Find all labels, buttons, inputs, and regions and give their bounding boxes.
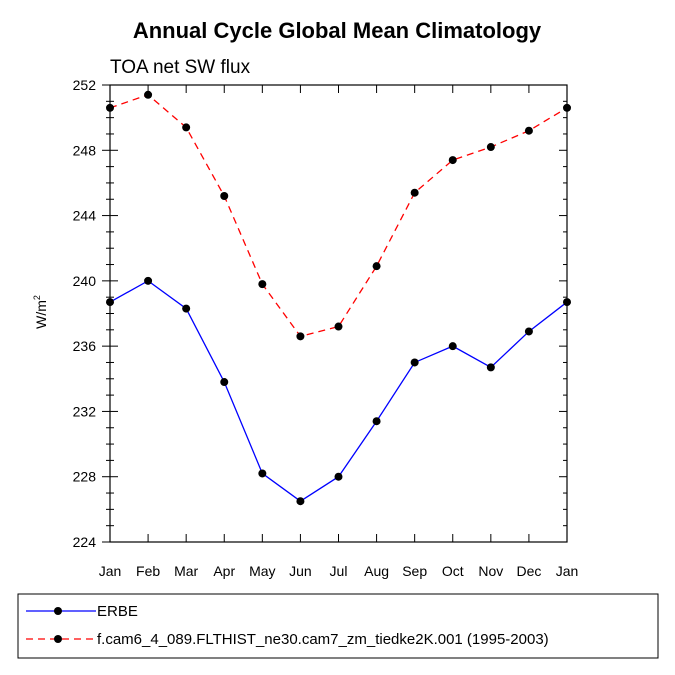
legend-label-2: f.cam6_4_089.FLTHIST_ne30.cam7_zm_tiedke… (97, 631, 549, 648)
y-tick-label: 232 (73, 403, 97, 419)
data-point-series-1 (106, 298, 114, 307)
data-point-series-1 (220, 378, 229, 387)
legend: ERBE f.cam6_4_089.FLTHIST_ne30.cam7_zm_ti… (17, 593, 659, 659)
data-point-series-2 (182, 123, 191, 132)
x-tick-label: May (249, 563, 275, 579)
data-point-series-1 (410, 358, 419, 367)
data-point-series-1 (524, 327, 533, 336)
data-point-series-1 (448, 342, 457, 351)
data-point-series-2 (220, 191, 229, 200)
x-tick-label: Oct (442, 563, 464, 579)
chart-title: Annual Cycle Global Mean Climatology (133, 18, 542, 43)
data-point-series-1 (486, 363, 495, 372)
plot-area: 224 228 232 236 240 244 248 252 Jan Feb Mar Apr May J… (73, 77, 579, 579)
data-point-series-1 (563, 298, 571, 307)
y-axis-label-base: W/m (33, 300, 49, 329)
x-tick-label: Jan (556, 563, 579, 579)
series-line-2 (109, 94, 568, 338)
data-point-series-1 (258, 469, 267, 478)
x-tick-label: Dec (516, 563, 541, 579)
data-point-series-2 (258, 280, 267, 289)
y-tick-label: 240 (73, 273, 97, 289)
data-point-series-2 (296, 332, 305, 341)
y-tick-label: 248 (73, 142, 97, 158)
chart-subtitle: TOA net SW flux (110, 57, 251, 78)
x-tick-label: Jul (330, 563, 348, 579)
legend-box (17, 593, 659, 659)
data-point-series-2 (372, 262, 381, 271)
data-point-series-1 (296, 497, 305, 506)
y-tick-label: 224 (73, 534, 97, 550)
data-point-series-2 (106, 103, 114, 112)
x-tick-label: Jan (99, 563, 122, 579)
y-tick-label: 228 (73, 469, 97, 485)
data-point-series-2 (334, 322, 343, 331)
data-point-series-2 (410, 188, 419, 197)
data-point-series-2 (448, 156, 457, 165)
y-tick-label: 244 (73, 208, 97, 224)
legend-marker-2 (54, 635, 62, 643)
data-point-series-2 (524, 126, 533, 135)
x-tick-label: Feb (136, 563, 160, 579)
x-tick-label: Jun (289, 563, 312, 579)
x-tick-label: Mar (174, 563, 198, 579)
data-point-series-1 (372, 417, 381, 426)
x-tick-label: Apr (213, 563, 235, 579)
data-point-series-2 (563, 103, 571, 112)
data-point-series-2 (144, 90, 153, 99)
x-tick-label: Nov (478, 563, 503, 579)
x-tick-label: Sep (402, 563, 427, 579)
y-axis-label-superscript: 2 (32, 295, 42, 300)
data-point-series-1 (334, 472, 343, 481)
y-tick-label: 236 (73, 338, 97, 354)
data-point-series-1 (144, 276, 153, 285)
x-tick-label: Aug (364, 563, 389, 579)
series-line-1 (109, 280, 568, 502)
legend-marker-1 (54, 607, 62, 615)
legend-label-1: ERBE (97, 603, 138, 620)
y-axis-label: W/m2 (32, 295, 49, 329)
y-tick-label: 252 (73, 77, 97, 93)
data-point-series-1 (182, 304, 191, 313)
data-point-series-2 (486, 143, 495, 152)
